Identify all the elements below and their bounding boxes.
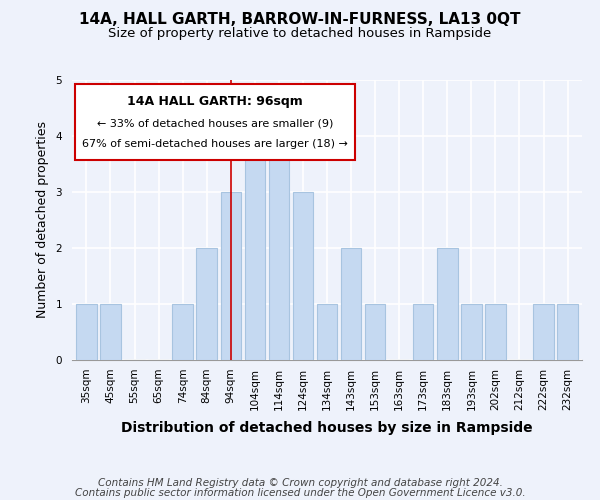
Text: 14A HALL GARTH: 96sqm: 14A HALL GARTH: 96sqm (127, 95, 302, 108)
Bar (341, 248, 361, 360)
Bar (245, 136, 265, 360)
Text: Contains HM Land Registry data © Crown copyright and database right 2024.: Contains HM Land Registry data © Crown c… (98, 478, 502, 488)
Text: Size of property relative to detached houses in Rampside: Size of property relative to detached ho… (109, 28, 491, 40)
X-axis label: Distribution of detached houses by size in Rampside: Distribution of detached houses by size … (121, 421, 533, 435)
FancyBboxPatch shape (74, 84, 355, 160)
Bar (172, 304, 193, 360)
Bar (485, 304, 506, 360)
Bar (533, 304, 554, 360)
Bar (317, 304, 337, 360)
Y-axis label: Number of detached properties: Number of detached properties (36, 122, 49, 318)
Bar (461, 304, 482, 360)
Bar (100, 304, 121, 360)
Bar (196, 248, 217, 360)
Bar (269, 136, 289, 360)
Text: 14A, HALL GARTH, BARROW-IN-FURNESS, LA13 0QT: 14A, HALL GARTH, BARROW-IN-FURNESS, LA13… (79, 12, 521, 28)
Bar (437, 248, 458, 360)
Text: ← 33% of detached houses are smaller (9): ← 33% of detached houses are smaller (9) (97, 118, 333, 128)
Bar (76, 304, 97, 360)
Text: Contains public sector information licensed under the Open Government Licence v3: Contains public sector information licen… (74, 488, 526, 498)
Bar (293, 192, 313, 360)
Bar (365, 304, 385, 360)
Bar (557, 304, 578, 360)
Text: 67% of semi-detached houses are larger (18) →: 67% of semi-detached houses are larger (… (82, 139, 348, 149)
Bar (221, 192, 241, 360)
Bar (413, 304, 433, 360)
